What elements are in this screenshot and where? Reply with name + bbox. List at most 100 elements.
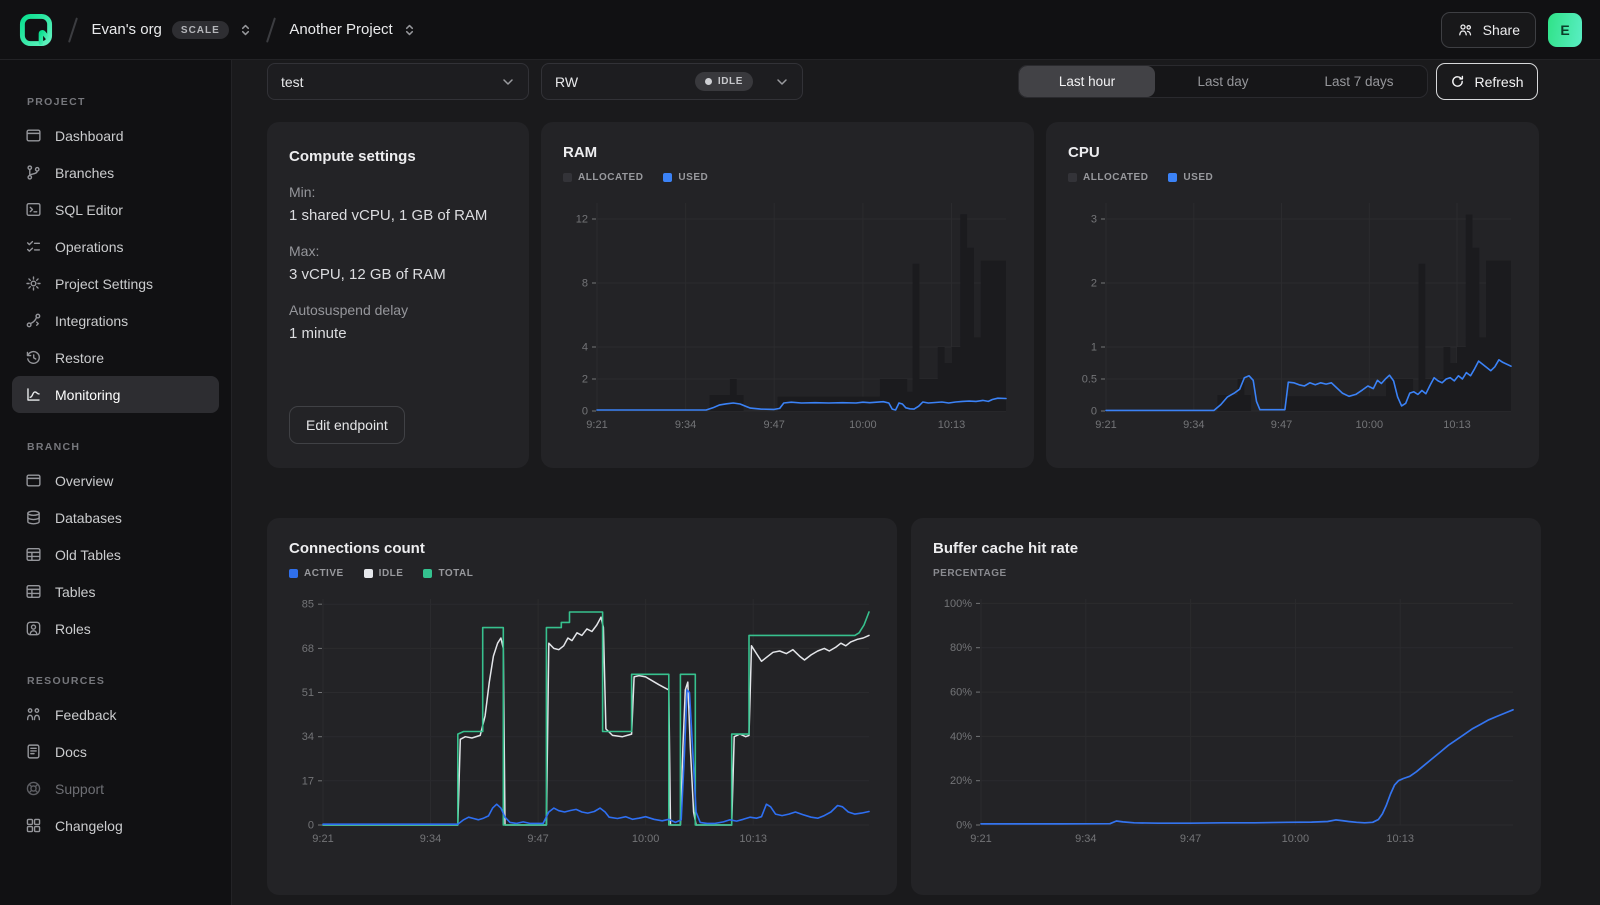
svg-text:100%: 100% xyxy=(944,598,972,610)
connections-chart-title: Connections count xyxy=(289,540,425,557)
svg-text:9:21: 9:21 xyxy=(586,419,607,431)
sql-editor-icon xyxy=(26,202,41,217)
buffer-cache-chart: 0% 20% 40% 60% 80% 100% 9:21 9:34 9:47 10:00 10:13 xyxy=(933,591,1519,849)
sidebar-item-support[interactable]: Support xyxy=(12,770,219,807)
legend-swatch xyxy=(663,173,673,182)
share-button[interactable]: Share xyxy=(1440,11,1536,48)
share-label: Share xyxy=(1482,21,1520,38)
sidebar-item-branches[interactable]: Branches xyxy=(12,154,219,191)
project-name: Another Project xyxy=(289,21,393,38)
sidebar-item-docs[interactable]: Docs xyxy=(12,733,219,770)
sidebar-item-feedback[interactable]: Feedback xyxy=(12,696,219,733)
svg-text:0: 0 xyxy=(582,406,588,418)
svg-text:10:13: 10:13 xyxy=(938,419,966,431)
svg-text:2: 2 xyxy=(582,374,588,386)
legend-swatch xyxy=(289,569,298,578)
legend-label: USED xyxy=(1183,172,1214,183)
svg-text:51: 51 xyxy=(302,687,314,699)
sidebar-item-project-settings[interactable]: Project Settings xyxy=(12,265,219,302)
branch-select[interactable]: test xyxy=(267,63,529,100)
sidebar-item-overview[interactable]: Overview xyxy=(12,462,219,499)
svg-text:40%: 40% xyxy=(950,731,972,743)
sidebar-item-dashboard[interactable]: Dashboard xyxy=(12,117,219,154)
sidebar-item-tables[interactable]: Tables xyxy=(12,573,219,610)
user-badge-icon xyxy=(26,621,41,636)
sidebar-item-integrations[interactable]: Integrations xyxy=(12,302,219,339)
svg-text:9:34: 9:34 xyxy=(1075,833,1096,845)
sidebar-item-label: Roles xyxy=(55,620,91,637)
svg-text:2: 2 xyxy=(1091,278,1097,290)
sidebar-section-resources: RESOURCES xyxy=(27,675,106,687)
sidebar-item-roles[interactable]: Roles xyxy=(12,610,219,647)
branch-nav: Overview Databases Old Tables Tables Rol… xyxy=(0,462,231,647)
neon-logo[interactable] xyxy=(18,12,54,48)
sidebar-item-label: Operations xyxy=(55,238,124,255)
autosuspend-value: 1 minute xyxy=(289,325,347,342)
monitoring-page: test RW IDLE Last hour Last day Last 7 d… xyxy=(232,60,1600,905)
sidebar-item-monitoring[interactable]: Monitoring xyxy=(12,376,219,413)
svg-text:10:00: 10:00 xyxy=(1356,419,1384,431)
lifebuoy-icon xyxy=(26,781,41,796)
org-selector[interactable]: Evan's org SCALE xyxy=(92,20,252,39)
svg-text:9:47: 9:47 xyxy=(763,419,784,431)
sidebar-item-restore[interactable]: Restore xyxy=(12,339,219,376)
svg-text:0: 0 xyxy=(1091,406,1097,418)
legend-label: ALLOCATED xyxy=(1083,172,1149,183)
svg-text:10:13: 10:13 xyxy=(1386,833,1414,845)
min-label: Min: xyxy=(289,184,316,200)
org-plan-badge: SCALE xyxy=(171,20,229,39)
chevron-up-down-icon xyxy=(239,22,252,38)
sidebar-item-label: Project Settings xyxy=(55,275,154,292)
breadcrumb-divider xyxy=(265,16,276,43)
database-icon xyxy=(27,510,40,525)
branches-icon xyxy=(27,165,40,180)
refresh-button[interactable]: Refresh xyxy=(1436,63,1538,100)
sidebar-item-label: Docs xyxy=(55,743,87,760)
sidebar-item-operations[interactable]: Operations xyxy=(12,228,219,265)
feedback-people-icon xyxy=(26,708,41,721)
connections-chart: 0 17 34 51 68 85 9:21 9:34 9:47 10:00 10:13 xyxy=(289,591,875,849)
table-icon xyxy=(26,584,41,599)
legend-item-allocated: ALLOCATED xyxy=(563,172,643,183)
tab-last-hour[interactable]: Last hour xyxy=(1019,66,1155,97)
svg-text:9:21: 9:21 xyxy=(970,833,991,845)
connections-legend: ACTIVE IDLE TOTAL xyxy=(289,568,875,579)
window-icon xyxy=(26,474,41,487)
operations-icon xyxy=(26,240,41,252)
edit-endpoint-button[interactable]: Edit endpoint xyxy=(289,406,405,444)
buffer-cache-card: Buffer cache hit rate PERCENTAGE 0% 20% 40… xyxy=(911,518,1541,895)
table-icon xyxy=(26,547,41,562)
svg-text:34: 34 xyxy=(302,731,314,743)
legend-swatch xyxy=(1168,173,1178,182)
project-selector[interactable]: Another Project xyxy=(289,21,415,38)
refresh-label: Refresh xyxy=(1474,73,1524,90)
svg-text:0.5: 0.5 xyxy=(1082,374,1097,386)
cpu-card: CPU ALLOCATED USED 0 0.5 1 2 3 9:21 9:34 9:47 10… xyxy=(1046,122,1539,468)
resources-nav: Feedback Docs Support Changelog xyxy=(0,696,231,844)
chevron-down-icon xyxy=(501,75,515,89)
topbar: Evan's org SCALE Another Project Share E xyxy=(0,0,1600,60)
svg-text:0: 0 xyxy=(308,820,314,832)
svg-text:10:00: 10:00 xyxy=(1282,833,1310,845)
legend-label: TOTAL xyxy=(438,568,474,579)
sidebar-item-old-tables[interactable]: Old Tables xyxy=(12,536,219,573)
svg-text:10:13: 10:13 xyxy=(739,833,767,845)
user-avatar[interactable]: E xyxy=(1548,12,1582,47)
sidebar-item-changelog[interactable]: Changelog xyxy=(12,807,219,844)
document-icon xyxy=(27,744,40,759)
buffer-cache-subtitle: PERCENTAGE xyxy=(933,568,1007,579)
grid-squares-icon xyxy=(26,818,41,833)
cpu-chart: 0 0.5 1 2 3 9:21 9:34 9:47 10:00 10:13 xyxy=(1068,195,1517,435)
endpoint-select[interactable]: RW IDLE xyxy=(541,63,803,100)
svg-text:9:34: 9:34 xyxy=(420,833,441,845)
sidebar-item-databases[interactable]: Databases xyxy=(12,499,219,536)
sidebar-item-label: Changelog xyxy=(55,817,123,834)
ram-card: RAM ALLOCATED USED 0 2 4 8 12 9:21 9:34 9:47 10:… xyxy=(541,122,1034,468)
tab-last-7-days[interactable]: Last 7 days xyxy=(1324,74,1394,89)
sidebar-item-sql-editor[interactable]: SQL Editor xyxy=(12,191,219,228)
tab-last-day[interactable]: Last day xyxy=(1197,74,1249,89)
integrations-icon xyxy=(26,313,41,328)
status-dot-icon xyxy=(704,78,712,85)
cpu-legend: ALLOCATED USED xyxy=(1068,172,1517,183)
legend-item-idle: IDLE xyxy=(363,568,404,579)
